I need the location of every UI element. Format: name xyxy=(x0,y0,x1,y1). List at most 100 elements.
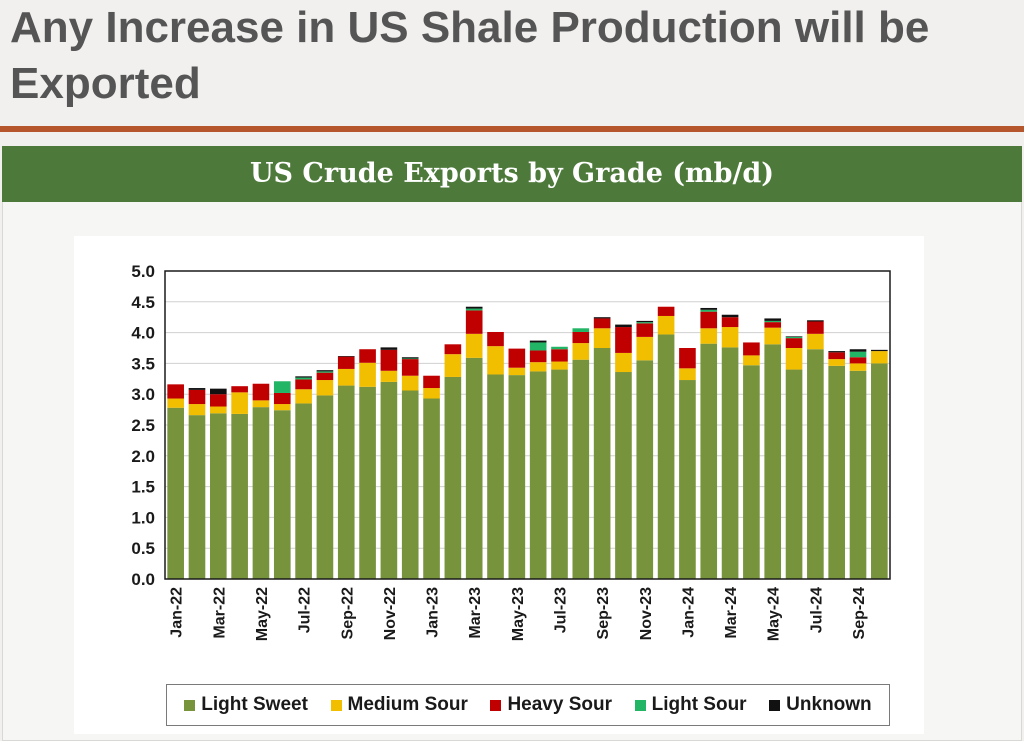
bar-segment-medium-sour xyxy=(636,336,654,361)
bar-segment-light-sour xyxy=(785,336,803,339)
bar-segment-medium-sour xyxy=(721,327,739,348)
bar-segment-light-sweet xyxy=(807,349,824,579)
bar-segment-light-sour xyxy=(465,308,483,311)
bar-segment-light-sweet xyxy=(401,390,419,579)
bar-segment-light-sour xyxy=(529,342,547,351)
bar-segment-medium-sour xyxy=(615,352,632,373)
bar-segment-heavy-sour xyxy=(828,352,846,360)
bar-segment-unknown xyxy=(401,357,419,359)
x-tick-label: Sep-23 xyxy=(595,587,612,640)
y-tick-label: 2.0 xyxy=(131,447,155,466)
bar-segment-heavy-sour xyxy=(849,357,867,364)
bar-segment-medium-sour xyxy=(209,406,227,414)
bar-segment-heavy-sour xyxy=(593,318,611,329)
bar-segment-unknown xyxy=(849,349,867,352)
bar-segment-heavy-sour xyxy=(551,349,568,362)
stacked-bar-chart: 0.0 0.5 1.0 1.5 2.0 2.5 3.0 3.5 4.0 4.5 5.0 Jan-22 M… xyxy=(131,262,891,641)
bar-segment-medium-sour xyxy=(444,354,462,377)
bar-segment-heavy-sour xyxy=(636,323,654,337)
bar-segment-heavy-sour xyxy=(444,344,462,355)
bar-segment-unknown xyxy=(807,320,824,322)
bar-segment-unknown xyxy=(209,388,227,395)
bar-segment-light-sweet xyxy=(188,415,206,579)
legend-label: Unknown xyxy=(786,694,872,715)
bar-segment-heavy-sour xyxy=(657,306,675,316)
bar-segment-unknown xyxy=(465,306,483,309)
bar-segment-light-sweet xyxy=(167,407,184,579)
bar-segment-heavy-sour xyxy=(465,310,483,334)
bar-segment-light-sweet xyxy=(721,347,739,579)
bar-segment-heavy-sour xyxy=(337,356,355,369)
bar-segment-light-sweet xyxy=(743,365,760,579)
bar-segment-medium-sour xyxy=(871,351,888,364)
x-tick-label: Sep-22 xyxy=(339,587,356,640)
bar-segment-light-sweet xyxy=(700,343,718,579)
bar-segment-light-sweet xyxy=(465,357,483,579)
bar-segment-medium-sour xyxy=(401,375,419,391)
bar-segment-light-sour xyxy=(273,381,291,393)
bar-segment-unknown xyxy=(593,317,611,319)
bar-segment-unknown xyxy=(700,307,718,310)
bar-segment-medium-sour xyxy=(487,346,504,375)
bar-segment-light-sweet xyxy=(508,375,526,579)
bar-segment-heavy-sour xyxy=(295,379,312,390)
chart-legend: Light Sweet Medium Sour Heavy Sour Light… xyxy=(166,684,890,726)
bar-segment-light-sweet xyxy=(209,413,227,579)
bar-segment-unknown xyxy=(295,376,312,378)
bar-segment-light-sweet xyxy=(657,334,675,579)
bar-segment-light-sweet xyxy=(337,385,355,579)
x-tick-label: Jul-22 xyxy=(297,587,314,633)
bar-segment-light-sweet xyxy=(636,360,654,579)
bar-segment-unknown xyxy=(615,324,632,328)
bar-segment-heavy-sour xyxy=(487,331,504,347)
bar-segment-medium-sour xyxy=(828,359,846,366)
bar-segment-medium-sour xyxy=(743,355,760,366)
bar-segment-light-sweet xyxy=(679,380,696,579)
bar-segment-light-sour xyxy=(551,346,568,350)
bar-segment-light-sweet xyxy=(593,348,611,579)
bar-segment-medium-sour xyxy=(679,368,696,381)
x-tick-label: Jan-24 xyxy=(680,587,697,638)
bar-segment-heavy-sour xyxy=(167,384,184,399)
bar-segment-light-sweet xyxy=(828,365,846,579)
bar-segment-medium-sour xyxy=(593,328,611,348)
x-tick-label: Mar-24 xyxy=(723,587,740,639)
bar-segment-light-sweet xyxy=(764,344,782,579)
bar-segment-heavy-sour xyxy=(316,372,334,381)
bar-segment-unknown xyxy=(636,320,654,323)
bar-segment-light-sour xyxy=(401,358,419,360)
y-tick-label: 2.5 xyxy=(131,416,155,435)
bar-segment-unknown xyxy=(764,318,782,321)
bar-segment-medium-sour xyxy=(849,363,867,371)
legend-item-unknown: Unknown xyxy=(769,694,872,716)
x-tick-label: May-24 xyxy=(766,587,783,641)
bar-segment-unknown xyxy=(337,356,355,357)
bar-segment-light-sweet xyxy=(380,381,398,579)
x-tick-label: Mar-23 xyxy=(467,587,484,639)
bar-segment-light-sweet xyxy=(231,413,248,579)
bar-segment-medium-sour xyxy=(359,362,376,387)
bar-segment-heavy-sour xyxy=(700,311,718,329)
bar-segment-light-sour xyxy=(572,328,590,332)
x-tick-label: May-22 xyxy=(254,587,271,641)
bar-segment-light-sweet xyxy=(273,410,291,579)
y-tick-label: 1.0 xyxy=(131,508,155,527)
bar-segment-medium-sour xyxy=(572,343,590,360)
legend-swatch xyxy=(634,699,646,711)
bar-segment-heavy-sour xyxy=(508,348,526,368)
legend-swatch xyxy=(184,699,196,711)
bar-segment-medium-sour xyxy=(551,361,568,370)
bar-segment-heavy-sour xyxy=(529,350,547,363)
y-tick-label: 0.5 xyxy=(131,539,155,558)
bar-segment-heavy-sour xyxy=(273,392,291,405)
bar-segment-light-sweet xyxy=(529,371,547,579)
bar-segment-light-sour xyxy=(316,371,334,373)
bar-segment-light-sweet xyxy=(295,403,312,579)
bar-segment-unknown xyxy=(380,347,398,350)
bar-segment-heavy-sour xyxy=(615,327,632,353)
legend-item-light-sour: Light Sour xyxy=(634,694,747,716)
bar-segment-heavy-sour xyxy=(359,349,376,363)
bar-segment-medium-sour xyxy=(252,400,270,408)
slide-title: Any Increase in US Shale Production will… xyxy=(10,3,930,108)
x-tick-label: Nov-23 xyxy=(638,587,655,640)
